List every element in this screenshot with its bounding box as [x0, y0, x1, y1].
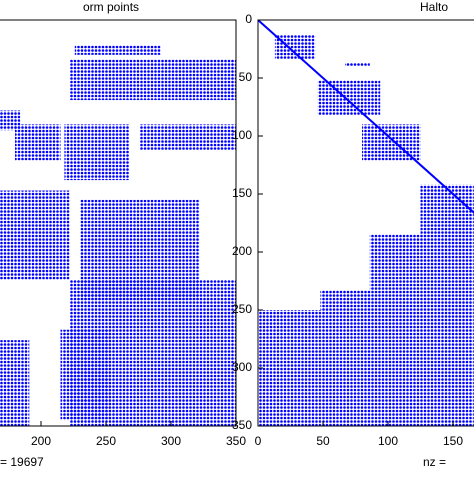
nonzero-block — [258, 310, 321, 426]
x-tick-label: 250 — [96, 434, 116, 448]
nonzero-block — [74, 45, 161, 55]
nonzero-block — [369, 234, 474, 291]
y-tick-label: 50 — [239, 70, 253, 84]
nonzero-block — [64, 124, 130, 181]
nonzero-block — [274, 35, 316, 60]
nonzero-block — [69, 59, 236, 101]
y-tick-label: 0 — [245, 12, 252, 26]
diagonal — [257, 19, 474, 215]
nonzero-block — [0, 190, 70, 280]
nonzero-block — [362, 124, 421, 161]
nonzero-block — [60, 329, 110, 421]
nonzero-block — [0, 340, 30, 426]
chart-title: Halto — [420, 0, 448, 14]
y-tick-label: 350 — [232, 418, 252, 432]
x-tick-label: 100 — [378, 434, 398, 448]
y-tick-label: 250 — [232, 302, 252, 316]
axes-frame — [257, 19, 474, 427]
nonzero-block — [345, 62, 370, 67]
x-tick-label: 350 — [226, 434, 246, 448]
axes-frame — [0, 19, 237, 427]
x-tick-label: 200 — [31, 434, 51, 448]
nonzero-block — [139, 124, 236, 150]
x-axis-label: = 19697 — [0, 455, 44, 469]
nonzero-block — [15, 124, 61, 161]
x-tick-label: 50 — [316, 434, 330, 448]
y-tick-label: 150 — [232, 186, 252, 200]
x-tick-label: 0 — [255, 434, 262, 448]
nonzero-block — [320, 290, 474, 426]
x-axis-label: nz = — [423, 455, 446, 469]
nonzero-block — [317, 80, 381, 116]
nonzero-block — [420, 184, 474, 235]
y-tick-label: 300 — [232, 360, 252, 374]
x-tick-label: 300 — [161, 434, 181, 448]
x-tick-label: 150 — [443, 434, 463, 448]
y-tick-label: 200 — [232, 244, 252, 258]
chart-title: orm points — [83, 0, 139, 14]
y-tick-label: 100 — [232, 128, 252, 142]
